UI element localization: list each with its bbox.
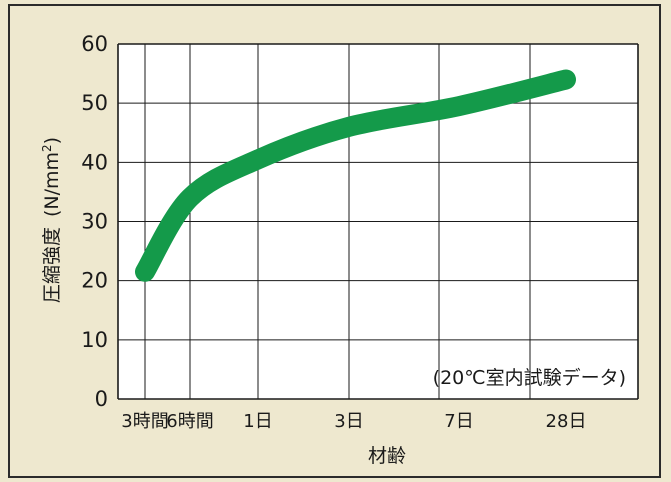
y-tick-label: 40 xyxy=(81,150,108,174)
x-axis-label: 材齢 xyxy=(368,445,406,467)
x-tick-label: 6時間 xyxy=(166,411,213,432)
annotation: (20℃室内試験データ) xyxy=(433,367,626,389)
y-tick-label: 30 xyxy=(81,210,108,234)
y-tick-label: 20 xyxy=(81,269,108,293)
x-tick-label: 3時間 xyxy=(121,411,168,432)
x-tick-label: 28日 xyxy=(546,411,587,432)
y-tick-label: 0 xyxy=(95,387,108,411)
grid-lines xyxy=(117,43,639,400)
y-tick-label: 50 xyxy=(81,91,108,115)
series-line xyxy=(135,69,576,282)
x-tick-label: 1日 xyxy=(243,411,272,432)
chart-frame: 0 10 20 30 40 50 60 3時間 6時間 1日 3日 7日 28日 (20℃室内試験デー… xyxy=(8,4,661,478)
y-axis-label: 圧縮強度(N/mm2) xyxy=(40,137,63,303)
y-tick-label: 60 xyxy=(81,32,108,56)
x-tick-label: 3日 xyxy=(334,411,363,432)
x-tick-label: 7日 xyxy=(444,411,473,432)
y-tick-label: 10 xyxy=(81,328,108,352)
y-tick-labels: 0 10 20 30 40 50 60 xyxy=(81,32,108,411)
